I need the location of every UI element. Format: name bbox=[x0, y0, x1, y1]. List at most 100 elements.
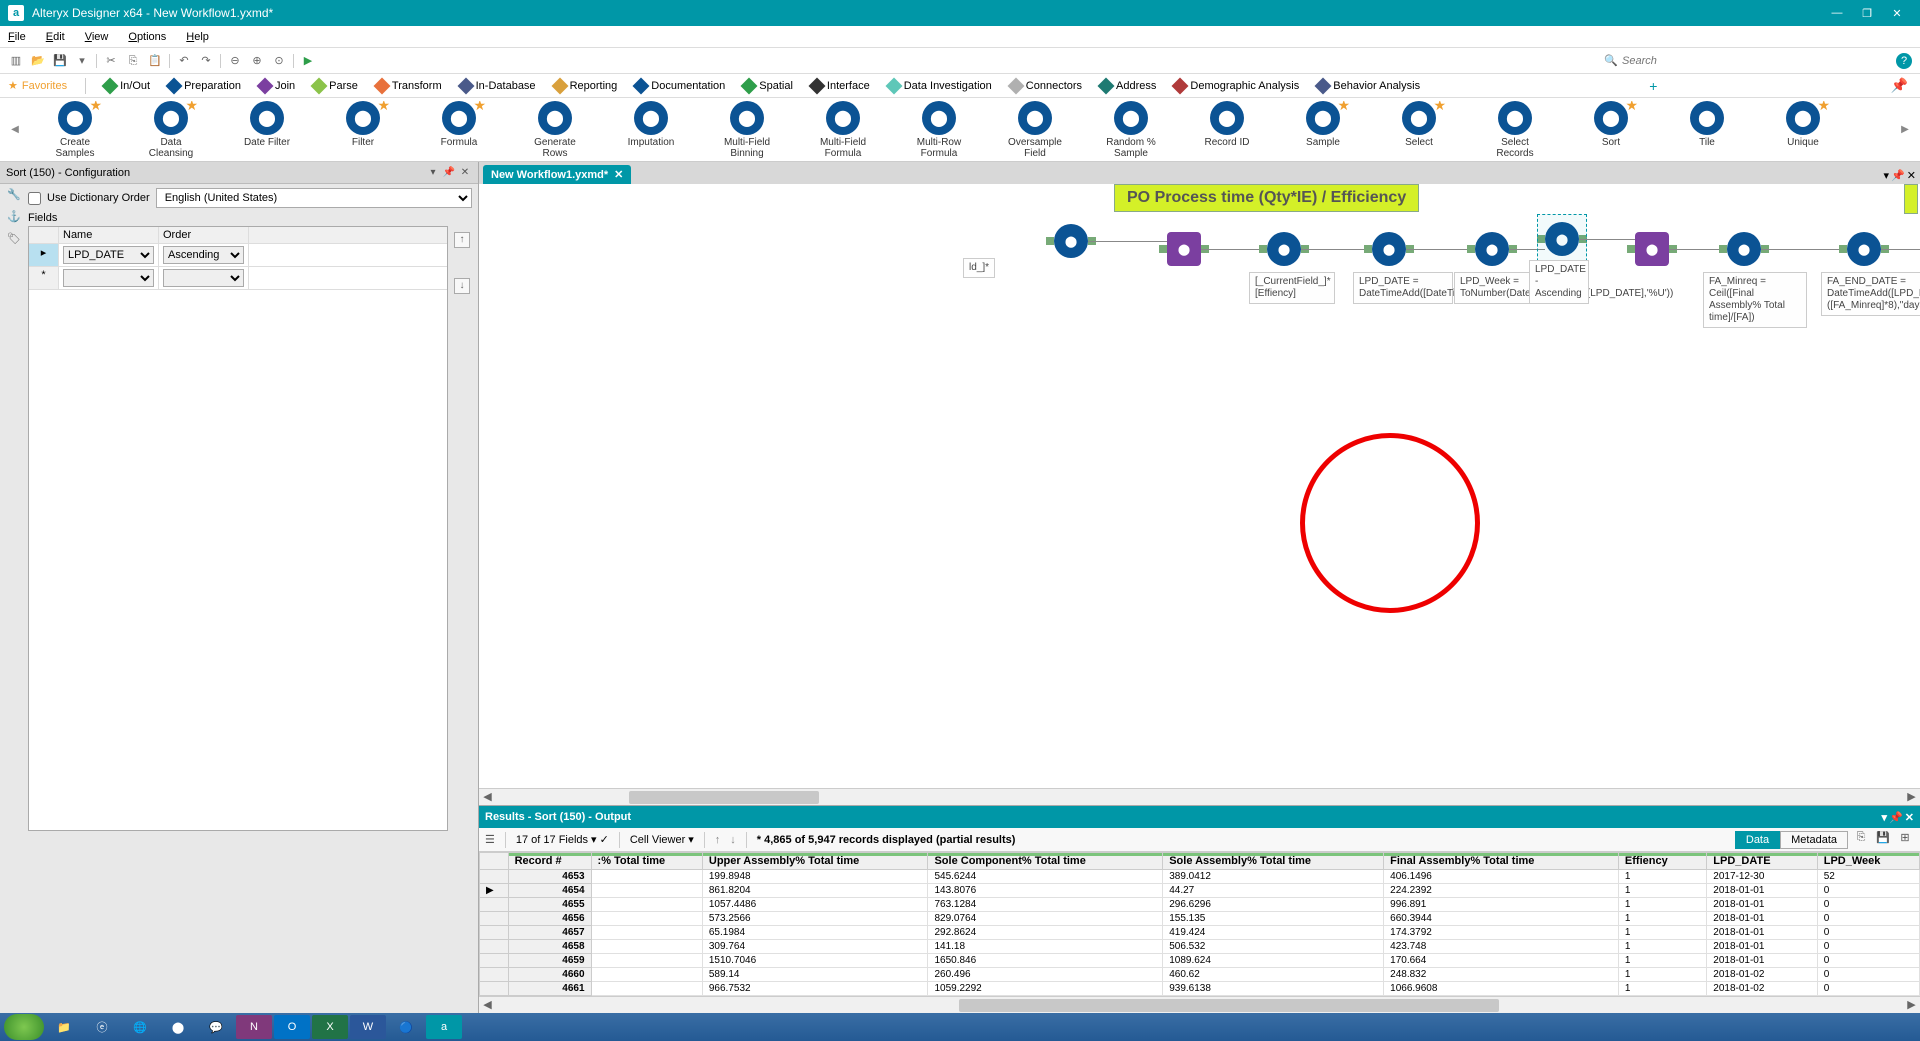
table-cell[interactable]: 1 bbox=[1618, 954, 1706, 968]
table-cell[interactable]: 506.532 bbox=[1163, 940, 1384, 954]
table-cell[interactable]: 2018-01-02 bbox=[1707, 982, 1817, 996]
table-cell[interactable]: 1059.2292 bbox=[928, 982, 1163, 996]
workflow-node[interactable]: ⬤ bbox=[1635, 232, 1669, 266]
field-name-select-empty[interactable] bbox=[63, 269, 154, 287]
table-cell[interactable]: 1089.624 bbox=[1163, 954, 1384, 968]
workflow-tab[interactable]: New Workflow1.yxmd* ✕ bbox=[483, 165, 631, 184]
anchor-in-icon[interactable] bbox=[1046, 237, 1054, 245]
table-row[interactable]: 4653199.8948545.6244389.0412406.14961201… bbox=[480, 870, 1920, 884]
table-cell[interactable]: 2018-01-01 bbox=[1707, 898, 1817, 912]
table-row[interactable]: 4656573.2566829.0764155.135660.394412018… bbox=[480, 912, 1920, 926]
tool-multi-field-formula[interactable]: ⬤Multi-Field Formula bbox=[810, 101, 876, 159]
table-cell[interactable]: 0 bbox=[1817, 898, 1919, 912]
scroll-left-icon[interactable]: ◀ bbox=[8, 124, 22, 135]
table-cell[interactable]: 0 bbox=[1817, 884, 1919, 898]
category-data-investigation[interactable]: Data Investigation bbox=[888, 80, 992, 92]
category-parse[interactable]: Parse bbox=[313, 80, 358, 92]
workflow-node[interactable]: ⬤ bbox=[1847, 232, 1881, 266]
table-cell[interactable]: 4657 bbox=[508, 926, 591, 940]
open-icon[interactable]: 📂 bbox=[30, 53, 46, 69]
anchor-in-icon[interactable] bbox=[1467, 245, 1475, 253]
table-cell[interactable]: 1 bbox=[1618, 870, 1706, 884]
table-cell[interactable]: 4655 bbox=[508, 898, 591, 912]
explorer-icon[interactable]: 📁 bbox=[46, 1015, 82, 1039]
table-cell[interactable]: 260.496 bbox=[928, 968, 1163, 982]
cell-viewer-dropdown[interactable]: Cell Viewer ▾ bbox=[630, 833, 694, 846]
add-category-button[interactable]: + bbox=[1645, 78, 1661, 94]
table-cell[interactable]: 545.6244 bbox=[928, 870, 1163, 884]
table-cell[interactable]: 44.27 bbox=[1163, 884, 1384, 898]
column-header[interactable]: LPD_DATE bbox=[1707, 853, 1817, 870]
anchor-in-icon[interactable] bbox=[1364, 245, 1372, 253]
excel-icon[interactable]: X bbox=[312, 1015, 348, 1039]
tag-icon[interactable]: 🏷 bbox=[6, 232, 22, 248]
scroll-left-arrow-icon[interactable]: ◀ bbox=[479, 997, 496, 1014]
restore-button[interactable]: ❐ bbox=[1852, 7, 1882, 20]
menu-file[interactable]: File bbox=[8, 31, 26, 43]
table-cell[interactable]: 1 bbox=[1618, 912, 1706, 926]
table-cell[interactable]: 2018-01-02 bbox=[1707, 968, 1817, 982]
table-cell[interactable]: 1057.4486 bbox=[702, 898, 928, 912]
table-cell[interactable]: 296.6296 bbox=[1163, 898, 1384, 912]
pin-icon[interactable]: 📌 bbox=[1887, 77, 1912, 94]
scroll-right-arrow-icon[interactable]: ▶ bbox=[1903, 997, 1920, 1014]
results-grid[interactable]: Record #:% Total timeUpper Assembly% Tot… bbox=[479, 852, 1920, 996]
table-cell[interactable]: 2017-12-30 bbox=[1707, 870, 1817, 884]
category-preparation[interactable]: Preparation bbox=[168, 80, 241, 92]
table-cell[interactable]: 0 bbox=[1817, 954, 1919, 968]
column-header[interactable]: Effiency bbox=[1618, 853, 1706, 870]
table-cell[interactable]: 2018-01-01 bbox=[1707, 884, 1817, 898]
table-cell[interactable]: 141.18 bbox=[928, 940, 1163, 954]
table-cell[interactable]: 224.2392 bbox=[1384, 884, 1619, 898]
menu-help[interactable]: Help bbox=[186, 31, 209, 43]
metadata-tab-button[interactable]: Metadata bbox=[1780, 831, 1848, 849]
new-icon[interactable]: ▥ bbox=[8, 53, 24, 69]
table-cell[interactable]: 248.832 bbox=[1384, 968, 1619, 982]
table-row[interactable]: ▶4654861.8204143.807644.27224.239212018-… bbox=[480, 884, 1920, 898]
table-cell[interactable] bbox=[591, 954, 702, 968]
table-cell[interactable] bbox=[591, 968, 702, 982]
table-cell[interactable]: 4659 bbox=[508, 954, 591, 968]
tool-oversample-field[interactable]: ⬤Oversample Field bbox=[1002, 101, 1068, 159]
category-reporting[interactable]: Reporting bbox=[554, 80, 618, 92]
search-box[interactable]: 🔍 bbox=[1604, 54, 1882, 67]
table-cell[interactable]: 423.748 bbox=[1384, 940, 1619, 954]
table-cell[interactable]: 861.8204 bbox=[702, 884, 928, 898]
workflow-node[interactable]: ⬤ bbox=[1054, 224, 1088, 258]
table-cell[interactable]: 1 bbox=[1618, 968, 1706, 982]
table-cell[interactable]: 460.62 bbox=[1163, 968, 1384, 982]
table-cell[interactable]: 4653 bbox=[508, 870, 591, 884]
redo-icon[interactable]: ↷ bbox=[198, 53, 214, 69]
panel-pin-icon[interactable]: 📌 bbox=[1891, 169, 1905, 182]
tool-data-cleansing[interactable]: ⬤★Data Cleansing bbox=[138, 101, 204, 159]
table-cell[interactable]: 1 bbox=[1618, 982, 1706, 996]
table-cell[interactable] bbox=[591, 898, 702, 912]
table-row[interactable]: 465765.1984292.8624419.424174.379212018-… bbox=[480, 926, 1920, 940]
table-cell[interactable]: 143.8076 bbox=[928, 884, 1163, 898]
table-cell[interactable]: 155.135 bbox=[1163, 912, 1384, 926]
field-order-select-empty[interactable] bbox=[163, 269, 244, 287]
table-row[interactable]: 46551057.4486763.1284296.6296996.8911201… bbox=[480, 898, 1920, 912]
anchor-in-icon[interactable] bbox=[1159, 245, 1167, 253]
chrome-icon[interactable]: 🔵 bbox=[388, 1015, 424, 1039]
tool-tile[interactable]: ⬤Tile bbox=[1674, 101, 1740, 159]
anchor-in-icon[interactable] bbox=[1839, 245, 1847, 253]
favorites-tab[interactable]: ★ Favorites bbox=[8, 79, 67, 92]
tool-filter[interactable]: ⬤★Filter bbox=[330, 101, 396, 159]
edge-icon[interactable]: 🌐 bbox=[122, 1015, 158, 1039]
menu-view[interactable]: View bbox=[85, 31, 109, 43]
zoom-out-icon[interactable]: ⊖ bbox=[227, 53, 243, 69]
scroll-left-arrow-icon[interactable]: ◀ bbox=[479, 789, 496, 806]
panel-dropdown-icon[interactable]: ▾ bbox=[426, 166, 440, 180]
table-cell[interactable]: 4661 bbox=[508, 982, 591, 996]
anchor-in-icon[interactable] bbox=[1259, 245, 1267, 253]
table-row[interactable]: 4661966.75321059.2292939.61381066.960812… bbox=[480, 982, 1920, 996]
tool-sample[interactable]: ⬤★Sample bbox=[1290, 101, 1356, 159]
move-up-icon[interactable]: ↑ bbox=[454, 232, 470, 248]
menu-edit[interactable]: Edit bbox=[46, 31, 65, 43]
table-cell[interactable]: 1 bbox=[1618, 898, 1706, 912]
tool-imputation[interactable]: ⬤Imputation bbox=[618, 101, 684, 159]
scroll-right-arrow-icon[interactable]: ▶ bbox=[1903, 789, 1920, 806]
table-row[interactable]: 4658309.764141.18506.532423.74812018-01-… bbox=[480, 940, 1920, 954]
tool-select[interactable]: ⬤★Select bbox=[1386, 101, 1452, 159]
